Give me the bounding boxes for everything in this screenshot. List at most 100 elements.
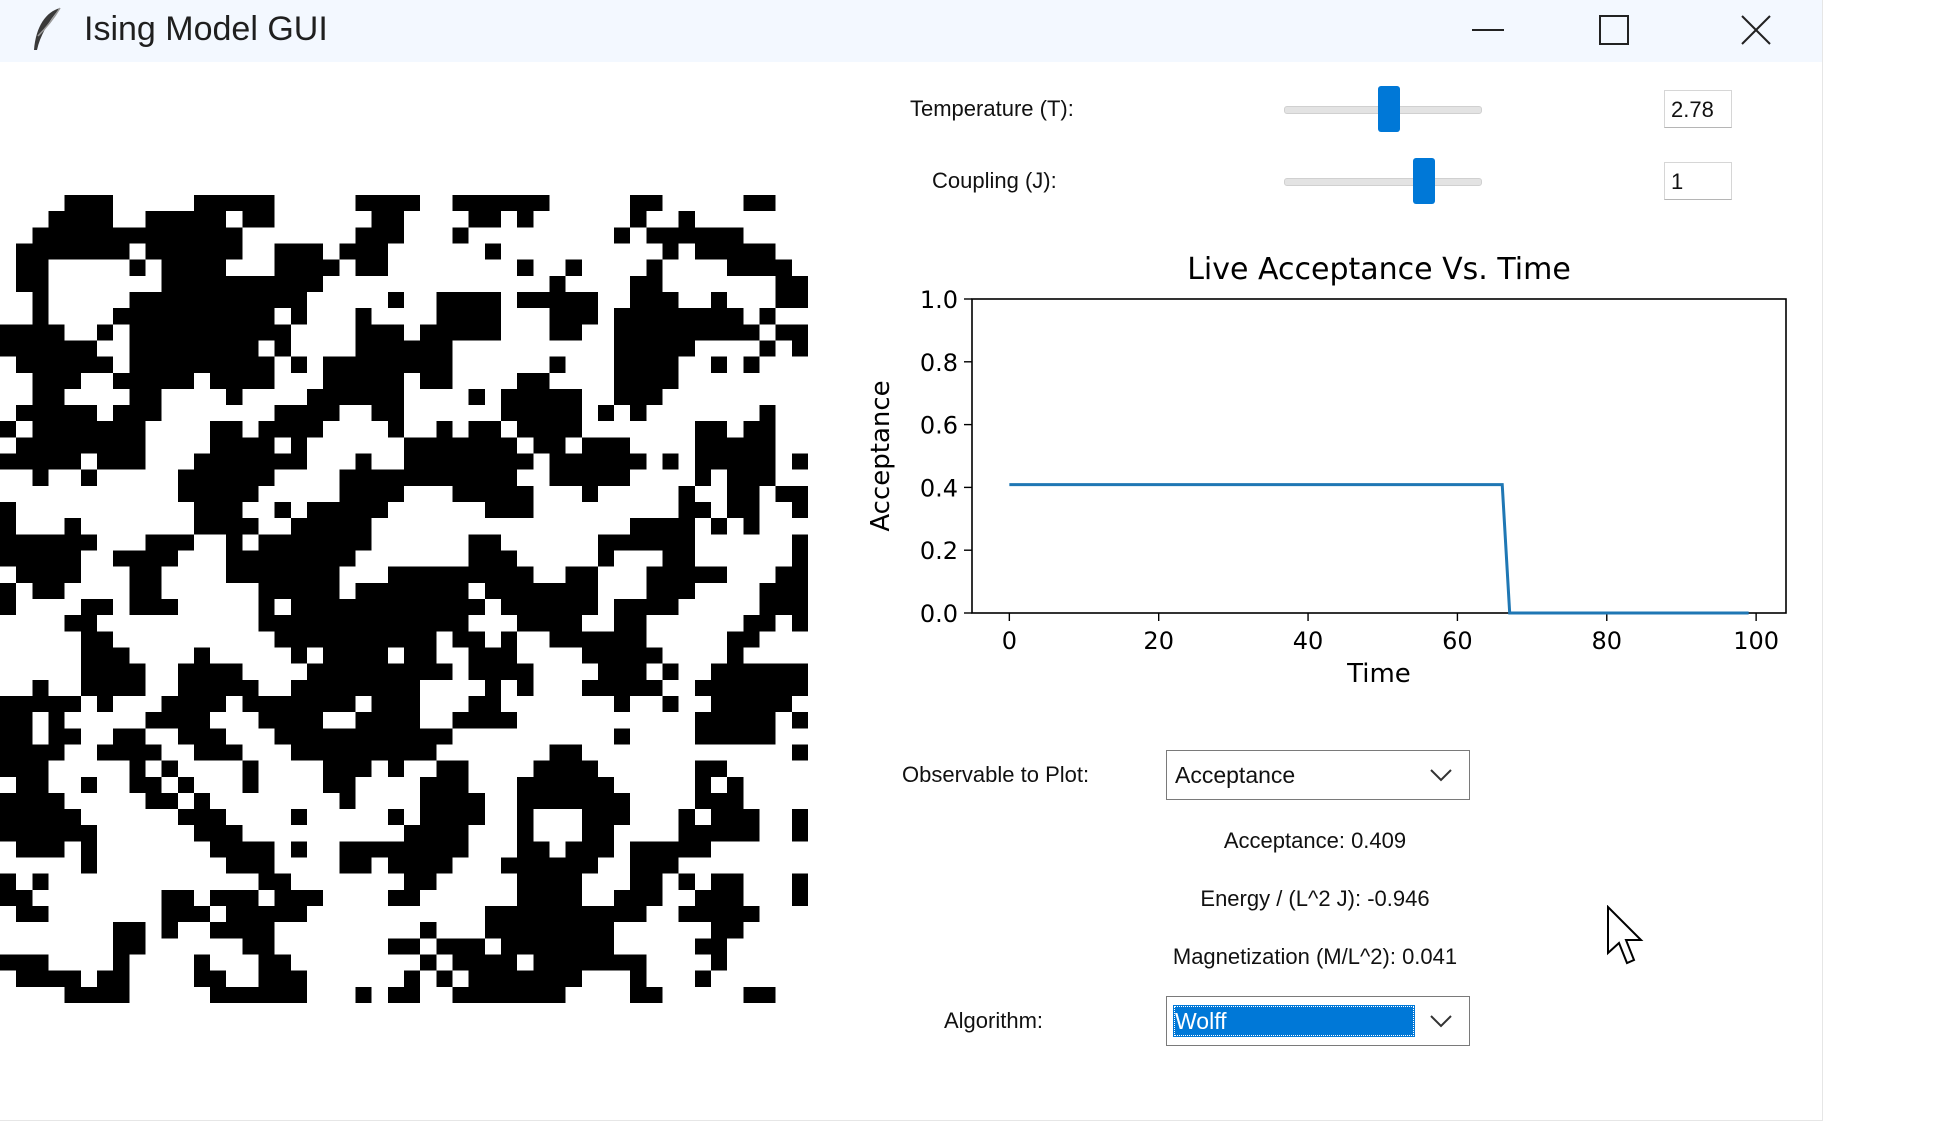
spin-cell <box>743 195 760 212</box>
spin-cell <box>210 356 227 373</box>
spin-cell <box>484 291 501 309</box>
spin-cell <box>48 566 65 583</box>
spin-cell <box>614 227 631 244</box>
spin-cell <box>565 308 582 325</box>
spin-cell <box>210 502 227 519</box>
spin-cell <box>355 663 372 680</box>
spin-cell <box>468 809 485 826</box>
minimize-button[interactable] <box>1428 0 1548 60</box>
coupling-slider-thumb[interactable] <box>1413 158 1436 204</box>
spin-cell <box>161 792 178 810</box>
spin-cell <box>387 227 404 244</box>
title-bar[interactable]: Ising Model GUI <box>0 0 1822 62</box>
spin-cell <box>517 857 534 874</box>
spin-cell <box>80 615 97 632</box>
spin-cell <box>468 599 485 616</box>
spin-cell <box>743 695 760 713</box>
spin-cell <box>549 938 566 955</box>
plot-frame <box>971 298 1787 614</box>
spin-cell <box>630 453 647 470</box>
spin-cell <box>420 728 437 745</box>
spin-cell <box>727 679 744 696</box>
close-button[interactable] <box>1696 0 1816 60</box>
maximize-icon <box>1599 15 1629 45</box>
spin-cell <box>193 308 211 325</box>
spin-cell <box>694 324 712 341</box>
spin-cell <box>678 582 695 599</box>
spin-cell <box>484 195 501 212</box>
spin-cell <box>614 534 631 551</box>
spin-cell <box>646 324 663 341</box>
spin-cell <box>791 679 808 696</box>
x-tick-label: 0 <box>1002 627 1017 655</box>
spin-cell <box>436 760 453 777</box>
spin-cell <box>565 388 582 406</box>
spin-cell <box>436 776 453 793</box>
temperature-input[interactable]: 2.78 <box>1664 90 1732 128</box>
spin-cell <box>16 712 33 729</box>
spin-cell <box>80 405 97 422</box>
spin-cell <box>113 372 130 389</box>
coupling-input[interactable]: 1 <box>1664 162 1732 200</box>
spin-cell <box>759 243 776 260</box>
temperature-slider-thumb[interactable] <box>1377 86 1400 132</box>
spin-cell <box>468 663 485 680</box>
spin-cell <box>307 566 324 583</box>
spin-cell <box>597 809 615 826</box>
spin-cell <box>0 453 17 470</box>
spin-cell <box>630 954 647 971</box>
maximize-button[interactable] <box>1554 0 1674 60</box>
spin-cell <box>436 809 453 826</box>
spin-cell <box>694 760 712 777</box>
spin-cell <box>290 275 308 292</box>
observable-dropdown[interactable]: Acceptance <box>1166 750 1470 800</box>
spin-cell <box>16 324 33 341</box>
spin-cell <box>177 889 194 907</box>
spin-cell <box>210 728 227 745</box>
chevron-down-icon[interactable] <box>1429 765 1453 785</box>
spin-cell <box>694 308 712 325</box>
spin-cell <box>597 825 615 842</box>
acceptance-readout: Acceptance: 0.409 <box>1223 828 1407 853</box>
spin-cell <box>630 405 647 422</box>
spin-cell <box>0 421 17 438</box>
spin-cell <box>161 550 178 567</box>
spin-cell <box>161 356 178 373</box>
spin-cell <box>161 372 178 389</box>
spin-cell <box>64 550 81 567</box>
spin-cell <box>32 243 49 260</box>
spin-lattice <box>0 195 808 1003</box>
spin-cell <box>791 485 808 503</box>
spin-cell <box>387 372 404 389</box>
chevron-down-icon[interactable] <box>1429 1011 1453 1031</box>
spin-cell <box>80 776 97 793</box>
spin-cell <box>517 502 534 519</box>
spin-cell <box>452 437 469 454</box>
spin-cell <box>129 405 146 422</box>
spin-cell <box>339 679 356 696</box>
spin-cell <box>387 857 404 874</box>
spin-cell <box>290 566 308 583</box>
spin-cell <box>387 388 404 406</box>
spin-cell <box>565 841 582 858</box>
spin-cell <box>290 405 308 422</box>
spin-cell <box>549 889 566 907</box>
temperature-slider[interactable] <box>1284 86 1482 132</box>
spin-cell <box>129 340 146 357</box>
spin-cell <box>404 728 421 745</box>
spin-cell <box>129 566 146 583</box>
spin-cell <box>64 437 81 454</box>
spin-cell <box>468 631 485 648</box>
spin-cell <box>113 679 130 696</box>
algorithm-dropdown[interactable]: Wolff <box>1166 996 1470 1046</box>
coupling-slider[interactable] <box>1284 158 1482 204</box>
spin-cell <box>533 906 550 923</box>
spin-cell <box>96 631 114 648</box>
spin-cell <box>371 405 388 422</box>
spin-cell <box>16 340 33 357</box>
spin-cell <box>80 469 97 486</box>
spin-cell <box>161 695 178 713</box>
spin-cell <box>711 873 728 890</box>
spin-cell <box>16 792 33 810</box>
spin-cell <box>565 324 582 341</box>
